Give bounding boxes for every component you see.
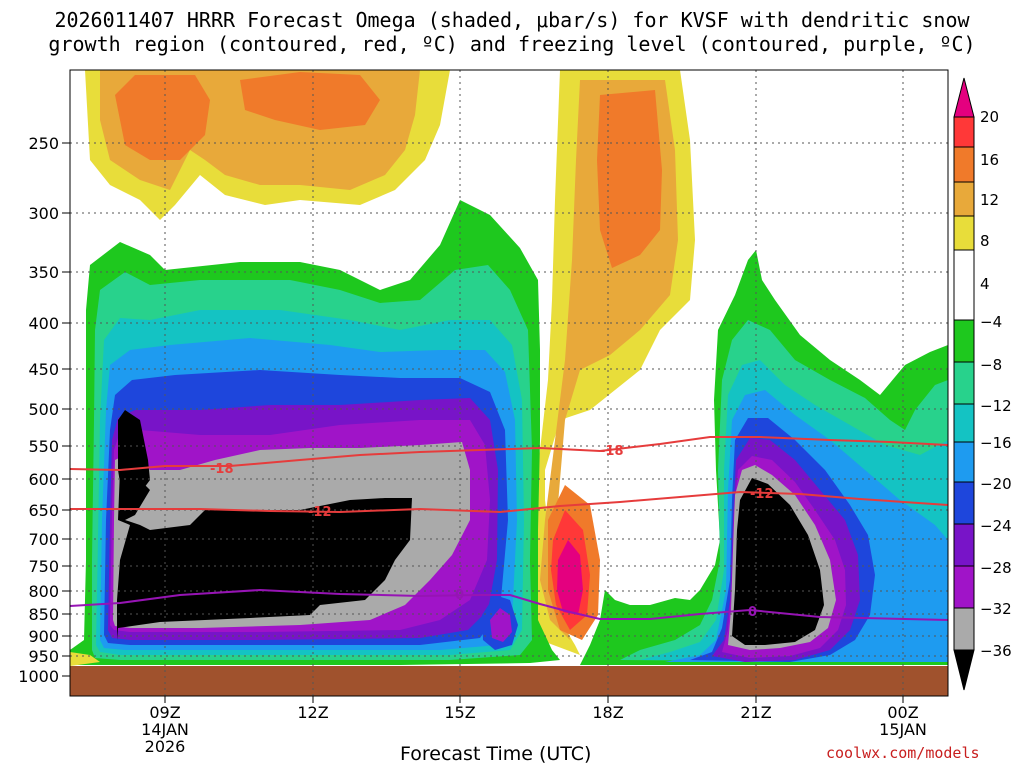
terrain-below-ground: [70, 666, 948, 696]
y-tick-350: 350: [28, 263, 59, 282]
contour-label-minus12-b: -12: [750, 487, 774, 502]
cb-label-20: 20: [980, 108, 999, 126]
x-axis: [164, 696, 904, 703]
shade-right-black: [732, 478, 824, 645]
cb-label-m32: −32: [980, 600, 1012, 618]
contour-label-minus12-a: -12: [308, 505, 332, 520]
x-tick-18z: 18Z: [592, 703, 623, 722]
cb-label-8: 8: [980, 232, 990, 250]
shade-upper-left-orange-1: [115, 75, 210, 160]
omega-shading: [70, 70, 948, 696]
y-tick-labels: 250 300 350 400 450 500 550 600 650 700 …: [18, 134, 59, 686]
contour-minus18: [69, 436, 949, 472]
colorbar-labels: 20 16 12 8 4 −4 −8 −12 −16 −20 −24 −28 −…: [980, 108, 1012, 660]
y-tick-900: 900: [28, 627, 59, 646]
contour-minus12: [70, 490, 949, 514]
cb-label-16: 16: [980, 151, 999, 169]
contour-0: [69, 588, 949, 621]
plot-frame: [69, 69, 949, 697]
cb-label-m24: −24: [980, 517, 1012, 535]
x-tick-21z: 21Z: [740, 703, 771, 722]
y-tick-450: 450: [28, 360, 59, 379]
y-tick-700: 700: [28, 530, 59, 549]
title-line-2: growth region (contoured, red, ºC) and f…: [48, 32, 976, 56]
x-tick-15z: 15Z: [444, 703, 475, 722]
title-line-1: 2026011407 HRRR Forecast Omega (shaded, …: [54, 8, 970, 32]
x-tick-00z-date: 15JAN: [879, 720, 927, 739]
contour-label-minus18-a: -18: [210, 462, 234, 477]
cb-label-4: 4: [980, 275, 990, 293]
shade-low-magenta: [557, 540, 583, 615]
x-tick-00z: 00Z: [887, 703, 918, 722]
x-tick-12z: 12Z: [297, 703, 328, 722]
shade-upper-left-orange-2: [240, 72, 380, 130]
chart-title: 2026011407 HRRR Forecast Omega (shaded, …: [0, 8, 1024, 56]
shade-left-black-upper: [118, 410, 150, 500]
cb-label-m28: −28: [980, 559, 1012, 577]
site-credit: coolwx.com/models: [826, 744, 980, 762]
y-tick-250: 250: [28, 134, 59, 153]
colorbar-top-arrow: [953, 77, 975, 118]
x-tick-09z-year: 2026: [145, 737, 186, 756]
cb-label-m4: −4: [980, 313, 1002, 331]
contour-label-minus18-b: -18: [600, 444, 624, 459]
cb-label-12: 12: [980, 191, 999, 209]
y-tick-950: 950: [28, 647, 59, 666]
colorbar: [953, 77, 975, 691]
colorbar-bottom-arrow: [953, 649, 975, 691]
shade-small-core-purple: [490, 608, 512, 642]
contours: [69, 436, 949, 621]
y-tick-300: 300: [28, 204, 59, 223]
cb-label-m12: −12: [980, 397, 1012, 415]
cb-label-m36: −36: [980, 642, 1012, 660]
y-tick-850: 850: [28, 605, 59, 624]
y-tick-750: 750: [28, 557, 59, 576]
contour-labels: -18 -18 -12 -12 0 0: [210, 444, 774, 620]
x-tick-labels: 09Z 14JAN 2026 12Z 15Z 18Z 21Z 00Z 15JAN: [141, 703, 927, 756]
y-axis: [62, 142, 70, 677]
x-tick-09z-date: 14JAN: [141, 720, 189, 739]
x-tick-09z: 09Z: [149, 703, 180, 722]
y-tick-1000: 1000: [18, 667, 59, 686]
y-tick-500: 500: [28, 400, 59, 419]
x-axis-label: Forecast Time (UTC): [400, 743, 592, 765]
grid-lines: [70, 70, 948, 696]
contour-label-zero-a: 0: [455, 588, 464, 603]
cb-label-m8: −8: [980, 356, 1002, 374]
y-tick-650: 650: [28, 501, 59, 520]
shade-mid-column-orange: [597, 90, 662, 268]
cb-label-m20: −20: [980, 475, 1012, 493]
contour-label-zero-b: 0: [748, 605, 757, 620]
y-tick-400: 400: [28, 314, 59, 333]
y-tick-600: 600: [28, 470, 59, 489]
y-tick-550: 550: [28, 437, 59, 456]
y-tick-800: 800: [28, 582, 59, 601]
cb-label-m16: −16: [980, 434, 1012, 452]
